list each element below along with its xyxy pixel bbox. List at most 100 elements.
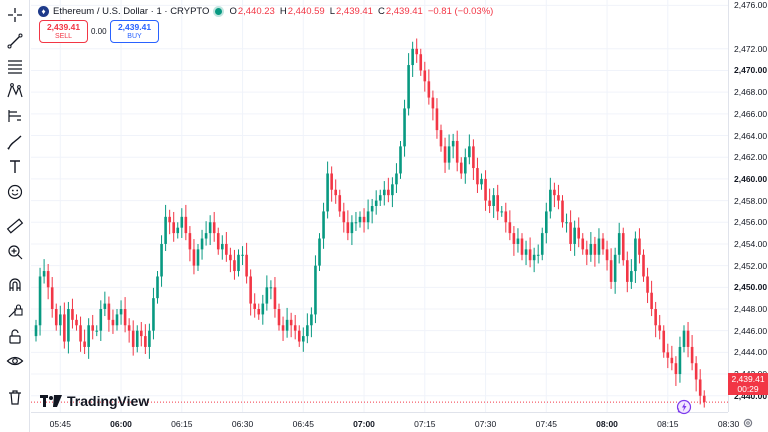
gear-icon[interactable] [742, 417, 754, 429]
candle-down [131, 330, 135, 347]
replay-icon[interactable] [676, 399, 692, 415]
emoji-icon[interactable] [3, 181, 27, 203]
sell-button[interactable]: 2,439.41 SELL [39, 20, 88, 43]
candle-down [79, 325, 82, 342]
price-tick-label: 2,452.00 [734, 260, 768, 271]
lock-drawings-icon[interactable] [3, 299, 27, 321]
candle-down [512, 233, 516, 244]
candle-down [435, 108, 439, 131]
candle-up [480, 178, 483, 185]
candle-up [160, 243, 163, 277]
time-scale[interactable]: 05:45 06:00 06:15 06:30 06:45 07:00 07:15 07:30… [31, 412, 739, 432]
candle-down [650, 292, 653, 309]
candle-up [378, 195, 382, 201]
candle-up [589, 243, 593, 255]
candle-down [528, 249, 532, 261]
magnet-icon[interactable] [3, 274, 27, 296]
candle-down [257, 309, 261, 315]
candle-up [358, 216, 362, 223]
candle-up [326, 173, 329, 212]
candle-down [488, 200, 491, 206]
candle-up [540, 233, 544, 255]
candle-down [83, 341, 86, 347]
price-tick-label: 2,450.00 [734, 282, 768, 293]
price-tick-label: 2,466.00 [734, 108, 768, 119]
candle-down [281, 325, 285, 331]
candle-up [95, 330, 99, 332]
price-tick-label: 2,460.00 [734, 173, 768, 184]
candle-down [342, 211, 346, 223]
candle-up [285, 319, 289, 331]
candle-up [152, 298, 155, 331]
candle-up [630, 271, 633, 282]
time-tick-label: 06:00 [110, 419, 132, 429]
chart-pane[interactable] [31, 0, 728, 412]
candle-up [403, 108, 406, 147]
candle-down [670, 357, 674, 364]
candle-up [241, 254, 244, 256]
candle-up [103, 303, 107, 309]
candle-down [107, 303, 111, 320]
text-icon[interactable] [3, 156, 27, 178]
crosshair-icon[interactable] [3, 4, 27, 26]
candle-down [423, 70, 427, 82]
candlestick-chart[interactable] [31, 0, 728, 412]
candle-up [451, 140, 455, 147]
candle-down [609, 260, 613, 282]
candle-up [374, 200, 378, 206]
price-tick-label: 2,444.00 [734, 347, 768, 358]
candle-up [156, 276, 159, 299]
candle-down [459, 162, 463, 174]
candle-up [407, 65, 410, 109]
candle-down [561, 200, 564, 223]
trend-line-icon[interactable] [3, 30, 27, 52]
candle-up [306, 325, 309, 337]
candle-up [617, 233, 621, 255]
candle-up [208, 222, 212, 234]
time-tick-label: 07:30 [474, 419, 497, 429]
zoom-in-icon[interactable] [3, 241, 27, 263]
candle-down [297, 330, 301, 342]
ruler-icon[interactable] [3, 215, 27, 237]
tradingview-wordmark: TradingView [67, 393, 150, 409]
price-tick-label: 2,456.00 [734, 217, 768, 228]
candle-down [168, 216, 171, 223]
price-scale[interactable]: 2,476.00 2,472.00 2,470.00 2,468.00 2,466.00… [728, 0, 768, 412]
candle-up [310, 314, 313, 326]
candle-up [350, 222, 354, 234]
ohlc-high-key: H [279, 5, 287, 17]
ohlc-low-value: 2,439.41 [335, 5, 373, 17]
candle-down [144, 336, 147, 347]
candle-down [557, 195, 560, 201]
buy-button[interactable]: 2,439.41 BUY [110, 20, 159, 43]
candle-down [569, 222, 572, 244]
tradingview-logo[interactable]: TradingView [40, 393, 149, 409]
candle-up [314, 265, 317, 315]
pattern-icon[interactable] [3, 80, 27, 102]
candle-up [38, 276, 42, 326]
candle-up [682, 330, 686, 347]
candle-up [115, 314, 119, 326]
candle-down [694, 363, 698, 380]
price-tick-label: 2,440.00 [734, 390, 768, 401]
candle-up [573, 227, 576, 244]
candle-down [54, 309, 58, 326]
candle-up [322, 211, 325, 239]
candle-up [613, 254, 617, 282]
unlock-icon[interactable] [3, 325, 27, 347]
forecast-icon[interactable] [3, 105, 27, 127]
candle-down [249, 276, 252, 304]
trash-icon[interactable] [3, 386, 27, 408]
eye-icon[interactable] [3, 350, 27, 372]
time-tick-label: 07:00 [353, 419, 375, 429]
time-tick-label: 08:15 [657, 419, 679, 429]
candle-down [666, 352, 670, 358]
symbol-title[interactable]: Ethereum / U.S. Dollar · 1 · CRYPTO [53, 5, 210, 17]
candle-up [42, 271, 46, 277]
candle-down [46, 271, 50, 288]
candle-up [269, 287, 273, 289]
brush-icon[interactable] [3, 131, 27, 153]
candle-up [597, 238, 601, 255]
fib-icon[interactable] [3, 55, 27, 77]
candle-down [334, 189, 337, 196]
